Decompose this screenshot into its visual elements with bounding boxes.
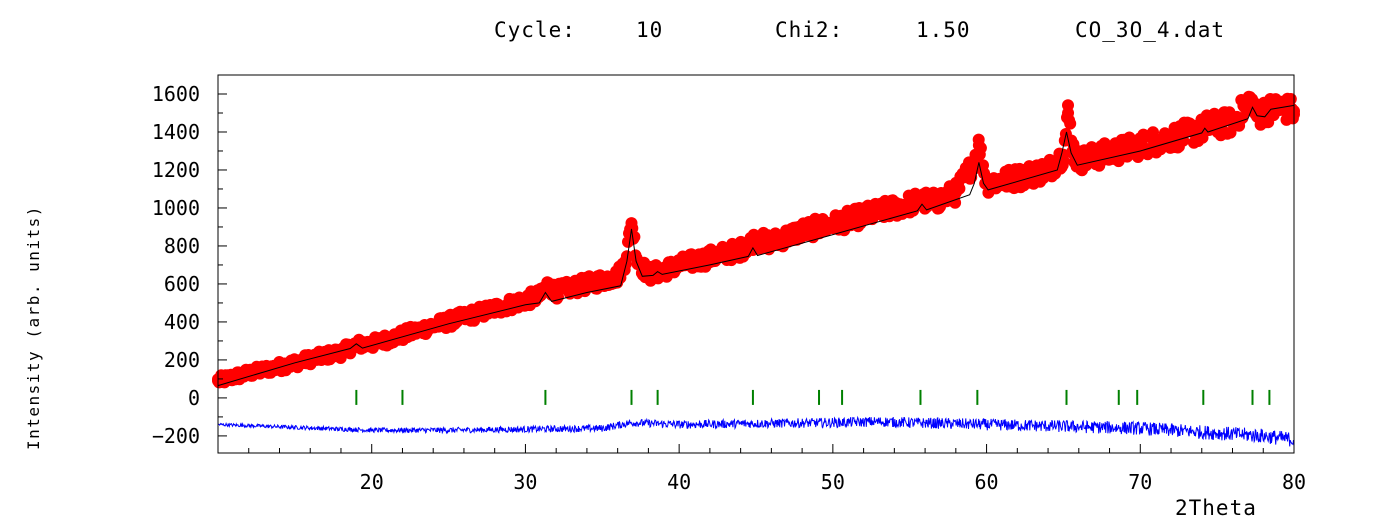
header-cycle-label: Cycle:	[494, 18, 576, 42]
y-tick-label: 200	[164, 348, 200, 372]
y-tick-label: 600	[164, 272, 200, 296]
x-tick-label: 20	[360, 470, 384, 494]
x-tick-label: 60	[975, 470, 999, 494]
axis-ticks: −200 0 200 400 600 800 1000 1200 1400 1600 20 30 40 5…	[152, 74, 1306, 494]
difference-series	[217, 415, 1295, 447]
header-cycle-value: 10	[636, 18, 664, 42]
y-axis-label: Intensity (arb. units)	[24, 205, 43, 450]
y-tick-label: 1000	[152, 196, 200, 220]
header-filename: CO_3O_4.dat	[1075, 18, 1226, 42]
x-tick-label: 70	[1128, 470, 1152, 494]
y-tick-label: 1600	[152, 82, 200, 106]
calculated-line	[217, 104, 1295, 387]
x-axis-label: 2Theta	[1175, 496, 1257, 520]
y-tick-label: 1400	[152, 120, 200, 144]
x-tick-label: 40	[667, 470, 691, 494]
y-tick-label: −200	[152, 424, 200, 448]
bragg-markers	[355, 389, 1271, 405]
header-chi2-label: Chi2:	[775, 18, 844, 42]
calculated-series	[217, 104, 1295, 387]
x-tick-label: 30	[513, 470, 537, 494]
observed-series	[212, 90, 1301, 389]
y-tick-label: 400	[164, 310, 200, 334]
x-tick-label: 50	[821, 470, 845, 494]
y-tick-label: 1200	[152, 158, 200, 182]
difference-line	[217, 415, 1295, 447]
observed-scatter	[212, 90, 1301, 389]
plot-frame	[217, 74, 1295, 454]
y-tick-label: 0	[188, 386, 200, 410]
y-tick-label: 800	[164, 234, 200, 258]
header-chi2-value: 1.50	[916, 18, 971, 42]
x-tick-label: 80	[1282, 470, 1306, 494]
